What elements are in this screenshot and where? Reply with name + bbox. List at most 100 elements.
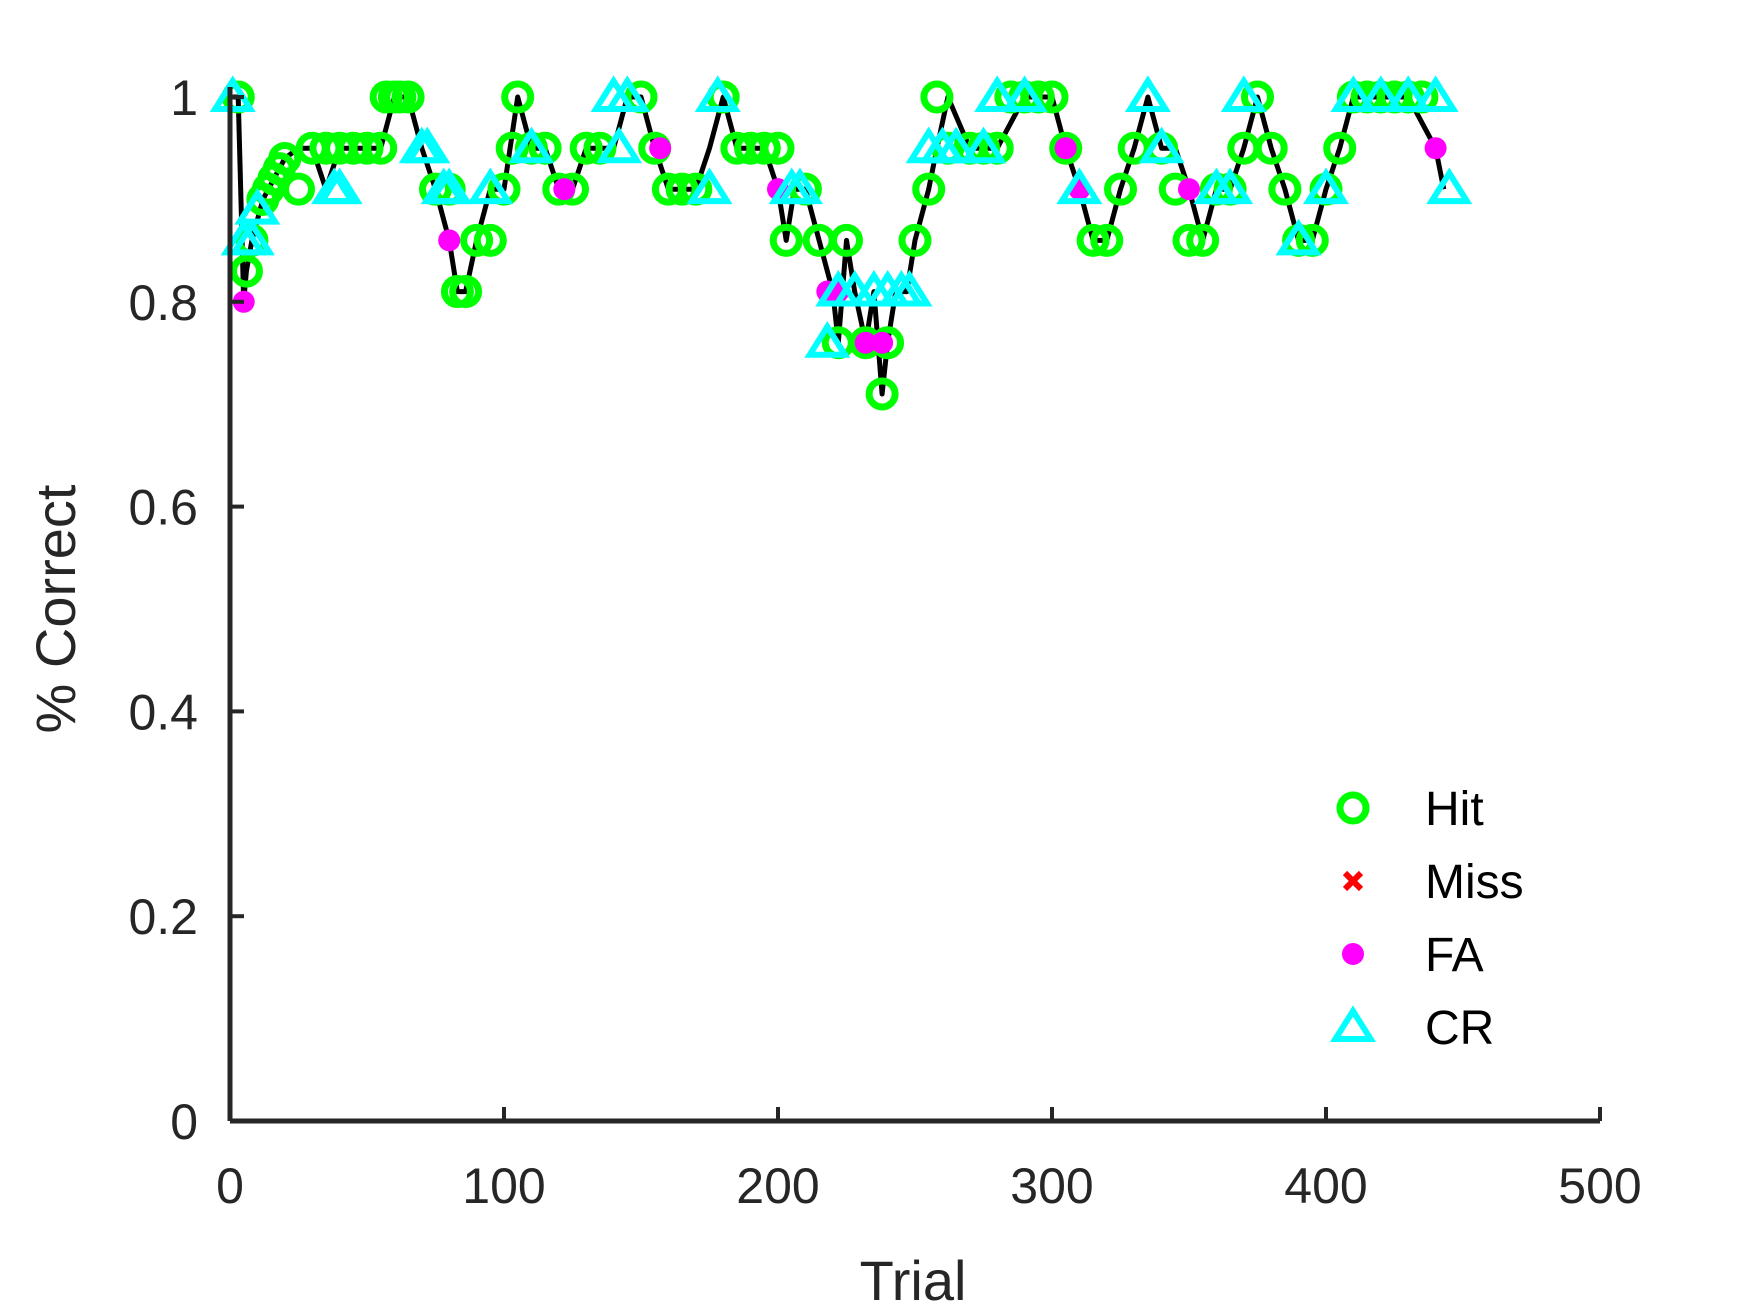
cr-point [467,167,514,205]
hit-point [1049,131,1083,165]
x-tick-label: 500 [1558,1158,1641,1214]
hit-point [761,131,795,165]
hit-point [391,80,425,114]
cr-point [316,167,363,205]
hit-point [569,131,603,165]
legend-miss-marker [1342,870,1364,892]
legend-cr-marker [1329,1005,1377,1042]
legend-item-fa: FA [1342,929,1484,982]
series-cr [209,75,1473,358]
cr-point [1138,126,1185,164]
hit-point [920,80,954,114]
x-axis-title: Trial [860,1249,967,1312]
hit-point [229,254,263,288]
fa-point [438,229,461,252]
hit-point [501,80,535,114]
legend-miss-label: Miss [1425,856,1524,909]
hit-point [460,223,494,257]
cr-point [1412,75,1459,112]
y-tick-label: 0.2 [128,889,198,945]
cr-point [694,75,741,112]
hit-point [1323,131,1357,165]
legend-fa-label: FA [1425,929,1484,982]
cr-point [604,75,651,112]
hit-point [665,172,699,206]
cr-point [686,167,733,205]
legend-hit-marker [1336,791,1370,825]
hit-point [1254,131,1288,165]
y-tick-label: 0.8 [128,275,198,331]
hit-point [1090,223,1124,257]
fa-point [1178,178,1200,201]
cr-point [1426,167,1473,205]
cr-point [1056,167,1103,205]
hit-point [1035,80,1069,114]
x-tick-label: 400 [1284,1158,1367,1214]
y-tick-label: 1 [170,70,198,126]
cr-point [1124,75,1171,112]
cr-point [1357,75,1404,112]
fa-point [1424,137,1447,160]
cr-point [1330,75,1377,112]
x-tick-label: 0 [216,1158,244,1214]
y-tick-label: 0 [170,1094,198,1150]
x-tick-label: 200 [736,1158,819,1214]
cr-point [960,126,1007,164]
marker-layer [209,75,1473,411]
fa-point [854,331,877,354]
cr-point [234,188,281,225]
fa-point [871,331,894,354]
fa-point [553,178,576,201]
legend-item-cr: CR [1329,1002,1494,1055]
cr-point [974,75,1021,112]
y-tick-label: 0.4 [128,684,198,740]
legend-item-hit: Hit [1336,783,1484,836]
y-axis-title: % Correct [24,484,87,733]
hit-point [1186,223,1220,257]
cr-point [1385,75,1432,112]
cr-point [228,218,275,256]
cr-point [404,126,451,164]
cr-point [886,269,933,307]
hit-point [1268,172,1302,206]
hit-point [449,275,483,309]
hit-point [912,172,946,206]
hit-point [865,377,899,411]
fa-point [1054,137,1077,160]
hit-point [350,131,384,165]
hit-point [747,131,781,165]
cr-point [508,126,555,164]
cr-point [1207,167,1254,205]
x-tick-label: 300 [1010,1158,1093,1214]
hit-point [898,223,932,257]
cr-point [1275,218,1322,256]
x-tick-label: 100 [462,1158,545,1214]
axes [227,87,1600,1124]
legend-item-miss: Miss [1342,856,1524,909]
cr-point [1302,167,1350,205]
legend-hit-label: Hit [1425,783,1484,836]
tick-layer: 0 100 200 300 400 500 0 0.2 0.4 0.6 0.8 1 [128,70,1641,1214]
cr-point [1220,75,1267,112]
cr-point [933,126,980,164]
y-tick-label: 0.6 [128,480,198,536]
hit-point [268,141,302,175]
series-fa [232,137,1447,354]
fa-point [649,137,672,160]
cr-point [426,167,473,205]
cr-point [1001,75,1048,112]
legend-fa-marker [1342,943,1364,965]
cr-point [776,167,823,205]
hit-point [1172,223,1206,257]
hit-point [1104,172,1137,206]
hit-point [1076,223,1110,257]
cr-point [804,321,851,358]
hit-point [830,223,863,257]
hit-point [769,223,803,257]
hit-point [282,172,315,206]
series-hit [221,80,1439,411]
cr-point [596,126,643,164]
legend-cr-label: CR [1425,1002,1494,1055]
hit-point [473,223,507,257]
